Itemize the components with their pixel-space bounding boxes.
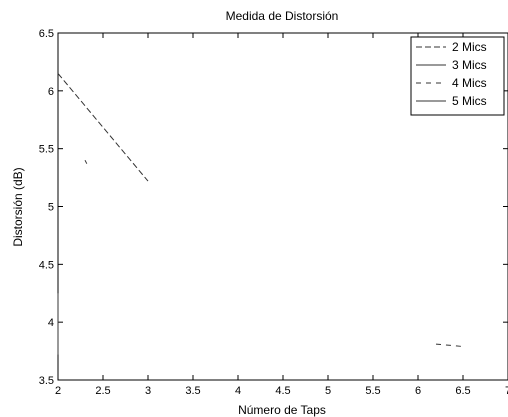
y-tick-label: 4 <box>48 317 54 329</box>
y-tick-label: 6 <box>48 86 54 98</box>
x-axis-ticks: 2 2.5 3 3.5 4 4.5 5 5.5 6 6.5 7 <box>55 33 508 397</box>
x-tick-label: 6 <box>415 385 421 397</box>
x-tick-label: 5 <box>325 385 331 397</box>
y-tick-label: 3.5 <box>39 375 54 387</box>
x-tick-label: 7 <box>505 385 508 397</box>
y-tick-label: 5 <box>48 202 54 214</box>
x-axis-label: Número de Taps <box>238 403 326 417</box>
y-tick-label: 6.5 <box>39 28 54 40</box>
legend-box <box>410 36 505 116</box>
series-line-2 <box>84 159 88 164</box>
legend-label: 4 Mics <box>452 76 487 90</box>
x-tick-label: 2 <box>55 385 61 397</box>
legend: 2 Mics 3 Mics 4 Mics 5 Mics <box>410 36 505 116</box>
y-axis-ticks: 3.5 4 4.5 5 5.5 6 6.5 <box>39 28 508 387</box>
series-lines <box>57 73 464 355</box>
x-tick-label: 6.5 <box>455 385 470 397</box>
x-tick-label: 5.5 <box>365 385 380 397</box>
series-line-3 <box>435 343 464 347</box>
x-tick-label: 3.5 <box>185 385 200 397</box>
x-tick-label: 3 <box>145 385 151 397</box>
series-line-1 <box>57 73 149 182</box>
y-axis-label: Distorsión (dB) <box>11 167 25 246</box>
chart-title: Medida de Distorsión <box>226 9 339 23</box>
legend-label: 5 Mics <box>452 94 487 108</box>
x-tick-label: 4 <box>235 385 241 397</box>
legend-label: 3 Mics <box>452 58 487 72</box>
legend-label: 2 Mics <box>452 40 487 54</box>
x-tick-label: 2.5 <box>95 385 110 397</box>
y-tick-label: 5.5 <box>39 144 54 156</box>
x-tick-label: 4.5 <box>275 385 290 397</box>
y-tick-label: 4.5 <box>39 259 54 271</box>
